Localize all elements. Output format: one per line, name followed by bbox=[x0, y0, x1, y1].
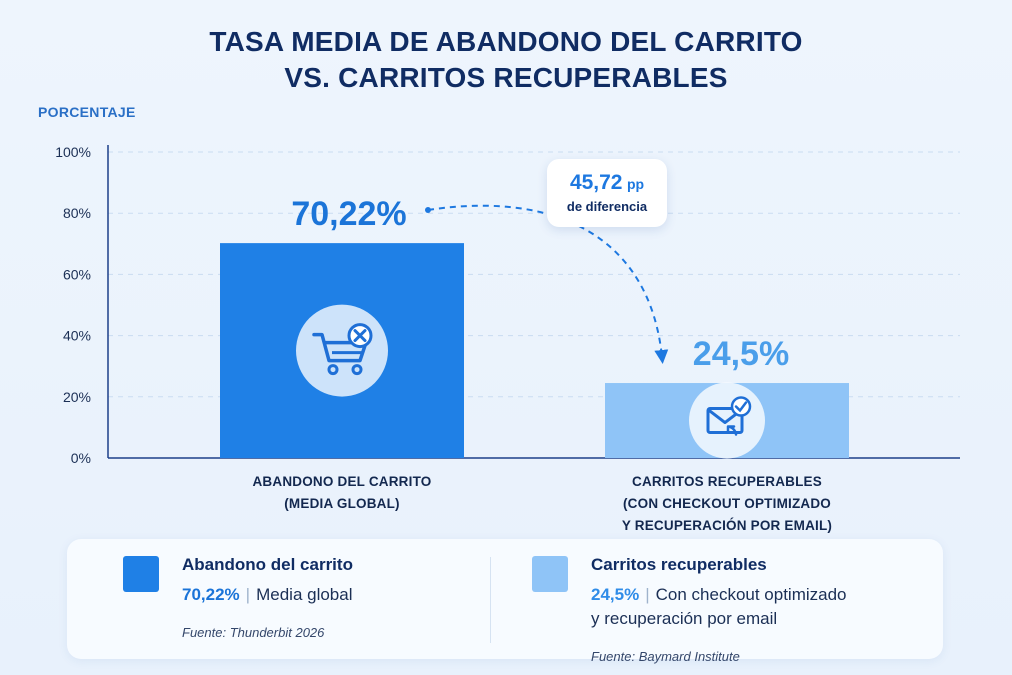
value-label-1: 70,22% bbox=[291, 195, 406, 233]
category-label-2: Y RECUPERACIÓN POR EMAIL) bbox=[622, 518, 832, 533]
y-tick-label: 60% bbox=[63, 266, 91, 282]
value-label-2: 24,5% bbox=[693, 335, 789, 373]
legend-divider bbox=[490, 557, 491, 643]
legend-desc-line2-recuperables: y recuperación por email bbox=[591, 609, 778, 628]
bar-chart: 0% 20% 40% 60% 80% 100% 70,22% ABANDONO DEL CAR… bbox=[55, 144, 960, 533]
difference-value: 45,72 bbox=[569, 171, 623, 194]
legend-value-recuperables: 24,5% bbox=[591, 585, 640, 604]
y-tick-label: 20% bbox=[63, 389, 91, 405]
chart-title: TASA MEDIA DE ABANDONO DEL CARRITO VS. C… bbox=[0, 24, 1012, 96]
legend-desc-abandono: 70,22% | Media global bbox=[182, 585, 353, 604]
legend-panel: Abandono del carrito 70,22% | Media global… bbox=[67, 539, 943, 664]
category-label-1: (MEDIA GLOBAL) bbox=[284, 496, 400, 511]
category-label-1: ABANDONO DEL CARRITO bbox=[252, 474, 431, 489]
y-tick-label: 100% bbox=[55, 144, 91, 160]
legend-desc-line1-recuperables: Con checkout optimizado bbox=[655, 585, 847, 604]
legend-desc-recuperables: 24,5% | Con checkout optimizado y recupera… bbox=[591, 585, 847, 628]
category-label-2: (CON CHECKOUT OPTIMIZADO bbox=[623, 496, 831, 511]
y-axis-label: PORCENTAJE bbox=[38, 104, 136, 120]
y-tick-label: 80% bbox=[63, 205, 91, 221]
category-label-2: CARRITOS RECUPERABLES bbox=[632, 474, 822, 489]
legend-value-abandono: 70,22% bbox=[182, 585, 240, 604]
difference-arrow bbox=[427, 204, 669, 364]
legend-title-recuperables: Carritos recuperables bbox=[591, 555, 767, 574]
chart-title-line1: TASA MEDIA DE ABANDONO DEL CARRITO bbox=[209, 26, 803, 57]
legend-title-abandono: Abandono del carrito bbox=[182, 555, 353, 574]
y-tick-label: 40% bbox=[63, 328, 91, 344]
difference-unit: pp bbox=[626, 176, 645, 192]
legend-swatch-abandono bbox=[123, 556, 159, 592]
difference-text: de diferencia bbox=[566, 199, 648, 214]
chart-title-line2: VS. CARRITOS RECUPERABLES bbox=[284, 62, 728, 93]
cart-remove-icon bbox=[296, 304, 388, 397]
y-tick-label: 0% bbox=[71, 450, 91, 466]
legend-source-recuperables: Fuente: Baymard Institute bbox=[591, 649, 740, 664]
legend-desc-line1-abandono: Media global bbox=[256, 585, 353, 604]
email-check-icon bbox=[689, 382, 765, 459]
arrow-start-dot bbox=[425, 207, 431, 213]
difference-callout: 45,72 pp de diferencia bbox=[547, 159, 667, 227]
legend-swatch-recuperables bbox=[532, 556, 568, 592]
legend-source-abandono: Fuente: Thunderbit 2026 bbox=[182, 625, 325, 640]
